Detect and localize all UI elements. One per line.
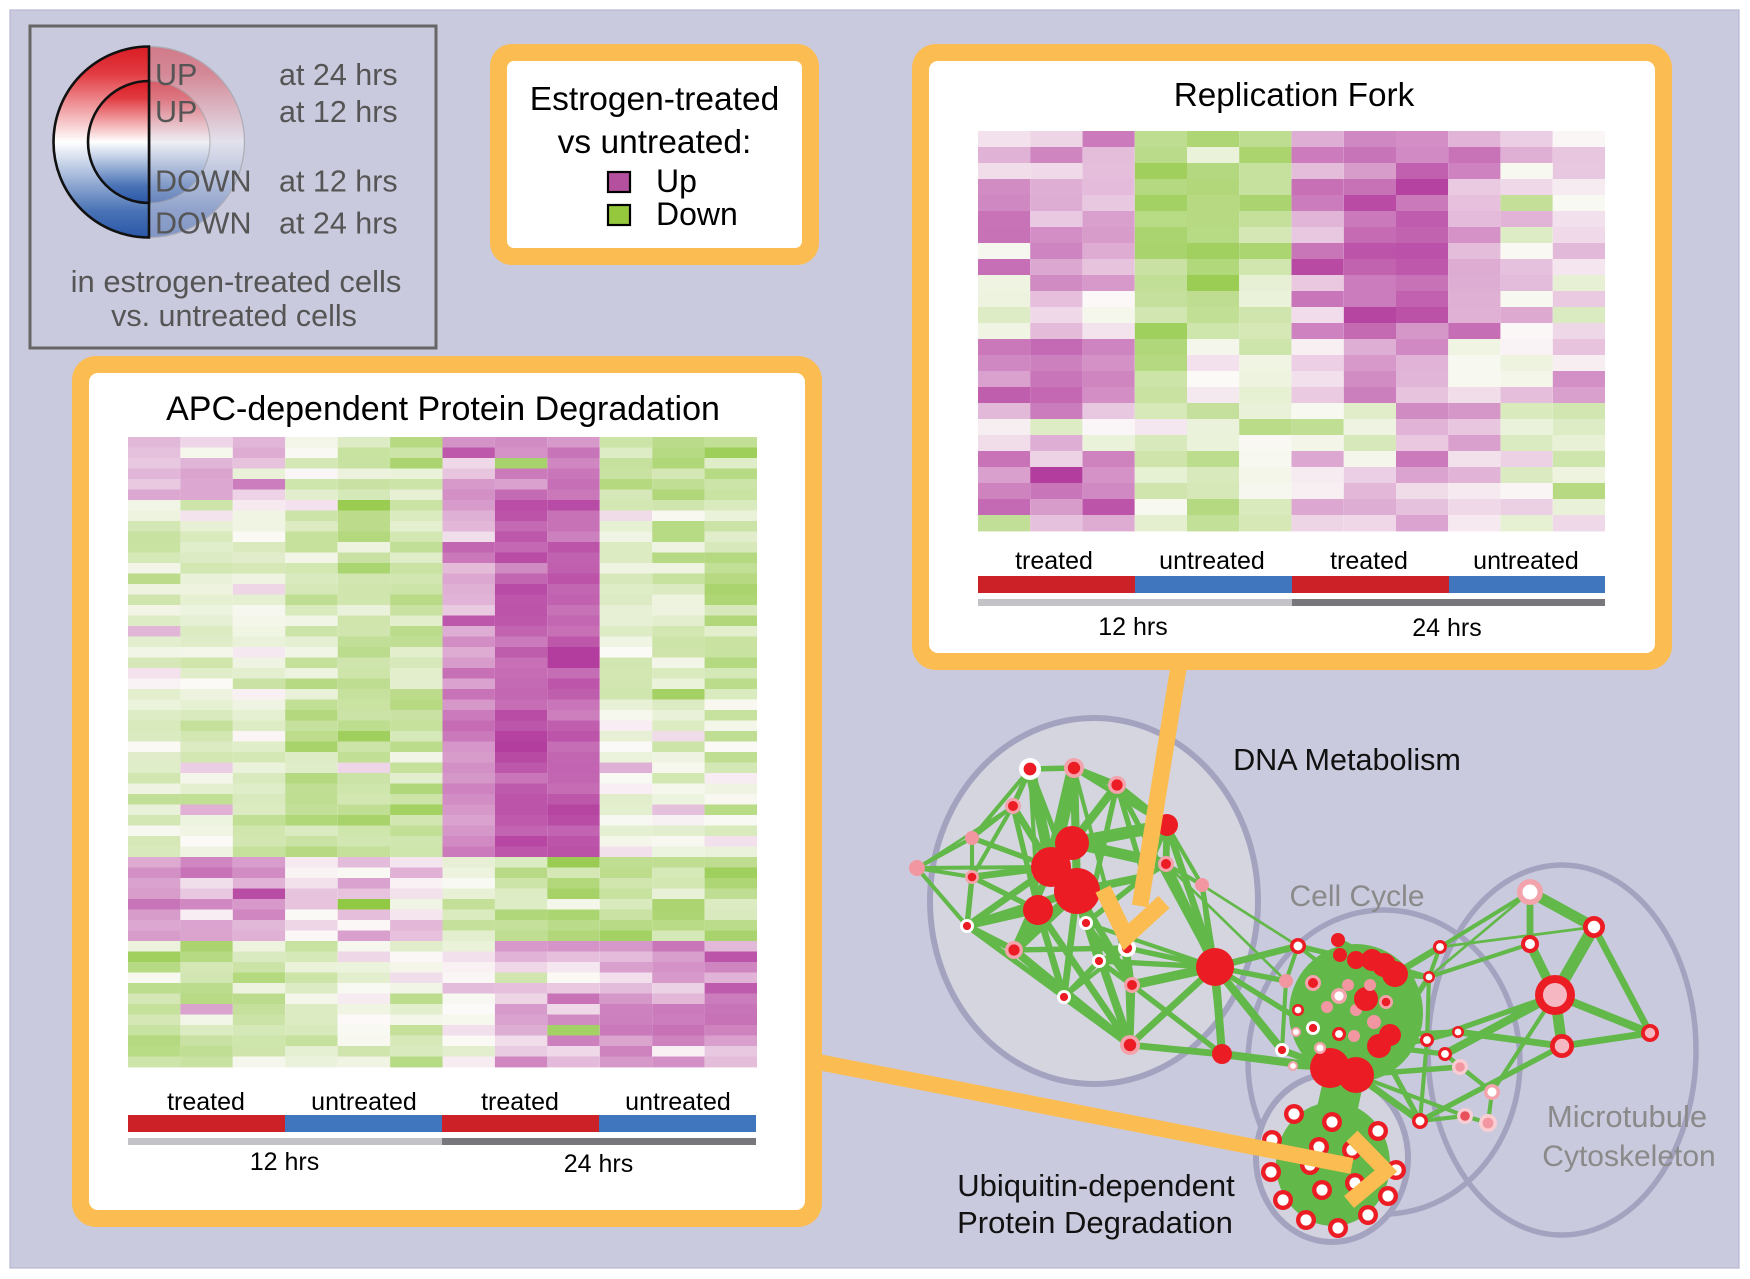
svg-text:in estrogen-treated cells: in estrogen-treated cells [71,264,402,299]
svg-text:Up: Up [656,163,697,199]
svg-text:vs. untreated cells: vs. untreated cells [111,299,357,333]
svg-text:Ubiquitin-dependent: Ubiquitin-dependent [957,1168,1235,1203]
svg-text:24 hrs: 24 hrs [1412,614,1481,642]
svg-text:treated: treated [1015,547,1093,575]
svg-text:DOWN: DOWN [155,207,252,241]
svg-text:DNA Metabolism: DNA Metabolism [1233,743,1461,777]
svg-text:treated: treated [167,1088,245,1116]
svg-text:24 hrs: 24 hrs [564,1150,633,1178]
svg-text:Protein Degradation: Protein Degradation [957,1205,1233,1240]
svg-text:Replication Fork: Replication Fork [1174,77,1415,114]
svg-text:treated: treated [481,1088,559,1116]
svg-text:at 12 hrs: at 12 hrs [279,165,398,199]
svg-text:Cytoskeleton: Cytoskeleton [1542,1140,1715,1173]
svg-text:untreated: untreated [311,1088,417,1116]
svg-text:UP: UP [155,95,197,129]
svg-text:untreated: untreated [1473,547,1579,575]
svg-text:Microtubule: Microtubule [1547,1099,1707,1134]
svg-text:Down: Down [656,196,738,232]
svg-text:at 24 hrs: at 24 hrs [279,207,398,241]
svg-text:treated: treated [1330,547,1408,575]
svg-text:vs untreated:: vs untreated: [558,124,752,161]
svg-text:12 hrs: 12 hrs [250,1148,319,1176]
svg-text:Cell Cycle: Cell Cycle [1289,880,1424,913]
svg-text:at 24 hrs: at 24 hrs [279,58,398,92]
svg-text:untreated: untreated [1159,547,1265,575]
svg-text:Estrogen-treated: Estrogen-treated [530,81,780,118]
svg-text:APC-dependent Protein Degradat: APC-dependent Protein Degradation [166,390,720,428]
svg-text:DOWN: DOWN [155,165,252,199]
svg-text:untreated: untreated [625,1088,731,1116]
svg-text:at 12 hrs: at 12 hrs [279,95,398,129]
svg-text:UP: UP [155,58,197,92]
svg-text:12 hrs: 12 hrs [1098,613,1167,641]
